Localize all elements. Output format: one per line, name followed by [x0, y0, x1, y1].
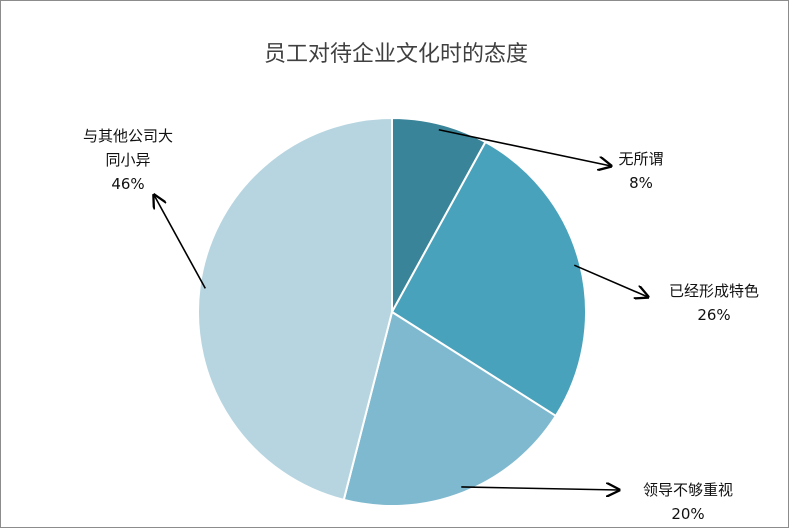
leader-line-0: [438, 128, 611, 166]
slice-label-2: 领导不够重视 20%: [643, 481, 733, 523]
slice-label-0: 无所谓 8%: [618, 150, 663, 192]
pie-slice-0: [391, 116, 487, 313]
chart-title: 员工对待企业文化时的态度: [264, 42, 528, 67]
leader-lines: [154, 128, 648, 490]
pie-slices: [197, 116, 587, 507]
slice-label-1: 已经形成特色 26%: [669, 282, 759, 324]
leader-line-2: [461, 487, 619, 490]
slice-labels: 无所谓 8% 已经形成特色 26% 领导不够重视 20% 与其他公司大同小异 46%: [83, 127, 759, 523]
slice-label-3: 与其他公司大同小异 46%: [83, 127, 173, 193]
leader-line-1: [573, 264, 648, 297]
pie-slice-1: [390, 140, 587, 418]
pie-slice-2: [342, 310, 558, 507]
pie-slice-3: [197, 116, 393, 502]
leader-line-3: [154, 195, 207, 289]
